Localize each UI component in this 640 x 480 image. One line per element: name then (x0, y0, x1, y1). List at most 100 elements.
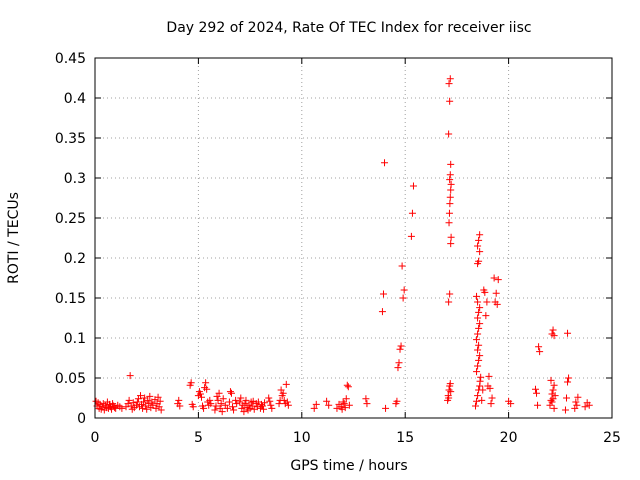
data-point (230, 406, 238, 414)
data-point (343, 381, 351, 389)
data-point (241, 400, 249, 408)
data-point (446, 97, 454, 105)
y-tick-label: 0.45 (55, 51, 86, 67)
data-point (488, 394, 496, 402)
data-point (333, 404, 341, 412)
data-point (149, 401, 157, 409)
data-point (275, 400, 283, 408)
data-point (476, 377, 484, 385)
y-tick-label: 0.35 (55, 131, 86, 147)
data-point (547, 376, 555, 384)
data-point (175, 396, 183, 404)
data-point (490, 274, 498, 282)
y-tick-label: 0.15 (55, 291, 86, 307)
data-point (531, 385, 539, 393)
data-point (136, 392, 144, 400)
y-tick-label: 0.05 (55, 371, 86, 387)
data-point (132, 401, 140, 409)
data-point (284, 401, 292, 409)
data-point (485, 372, 493, 380)
data-point (564, 329, 572, 337)
data-point (474, 330, 482, 338)
data-point (157, 406, 165, 414)
data-point (574, 393, 582, 401)
data-point (176, 402, 184, 410)
data-point (573, 401, 581, 409)
data-point (257, 400, 265, 408)
data-point (447, 240, 455, 248)
data-point (581, 403, 589, 411)
data-point (215, 389, 223, 397)
chart-title: Day 292 of 2024, Rate Of TEC Index for r… (166, 20, 531, 36)
data-point (200, 404, 208, 412)
data-point (445, 394, 453, 402)
data-point (564, 378, 572, 386)
data-point (145, 400, 153, 408)
data-point (189, 403, 197, 411)
data-point (474, 314, 482, 322)
data-point (549, 386, 557, 394)
data-point (156, 397, 164, 405)
x-tick-label: 20 (500, 430, 518, 446)
data-point (261, 399, 269, 407)
data-point (478, 396, 486, 404)
data-point (260, 405, 268, 413)
data-point (476, 304, 484, 312)
data-point (475, 236, 483, 244)
data-point (397, 342, 405, 350)
data-point (476, 231, 484, 239)
data-point (445, 209, 453, 217)
data-point (207, 400, 215, 408)
data-point (481, 288, 489, 296)
data-point (280, 396, 288, 404)
data-point (394, 364, 402, 372)
data-point (476, 320, 484, 328)
data-point (395, 359, 403, 367)
data-point (446, 290, 454, 298)
data-point (152, 404, 160, 412)
data-point (310, 404, 318, 412)
data-point (344, 383, 352, 391)
data-point (534, 401, 542, 409)
data-point (206, 396, 214, 404)
data-point (447, 233, 455, 241)
data-point (279, 389, 287, 397)
data-point (473, 368, 481, 376)
data-point (378, 308, 386, 316)
data-point (341, 404, 349, 412)
data-point (225, 398, 233, 406)
data-point (198, 393, 206, 401)
data-point (563, 394, 571, 402)
data-point (482, 312, 490, 320)
x-tick-label: 15 (396, 430, 414, 446)
data-point (362, 395, 370, 403)
data-point (445, 80, 453, 88)
x-tick-label: 25 (603, 430, 621, 446)
data-point (118, 404, 126, 412)
data-point (494, 276, 502, 284)
data-point (382, 404, 390, 412)
data-point (379, 290, 387, 298)
data-point (232, 396, 240, 404)
data-point (237, 394, 245, 402)
data-point (240, 408, 248, 416)
data-point (265, 394, 273, 402)
data-point (396, 345, 404, 353)
data-point (133, 398, 141, 406)
data-point (572, 398, 580, 406)
data-point (312, 400, 320, 408)
data-point (363, 400, 371, 408)
data-point (473, 397, 481, 405)
data-point (536, 348, 544, 356)
data-point (475, 341, 483, 349)
data-point (203, 385, 211, 393)
x-tick-label: 0 (91, 430, 100, 446)
data-point (253, 403, 261, 411)
data-point (214, 396, 222, 404)
data-point (325, 401, 333, 409)
data-point (476, 248, 484, 256)
data-point (479, 386, 487, 394)
x-tick-label: 10 (293, 430, 311, 446)
